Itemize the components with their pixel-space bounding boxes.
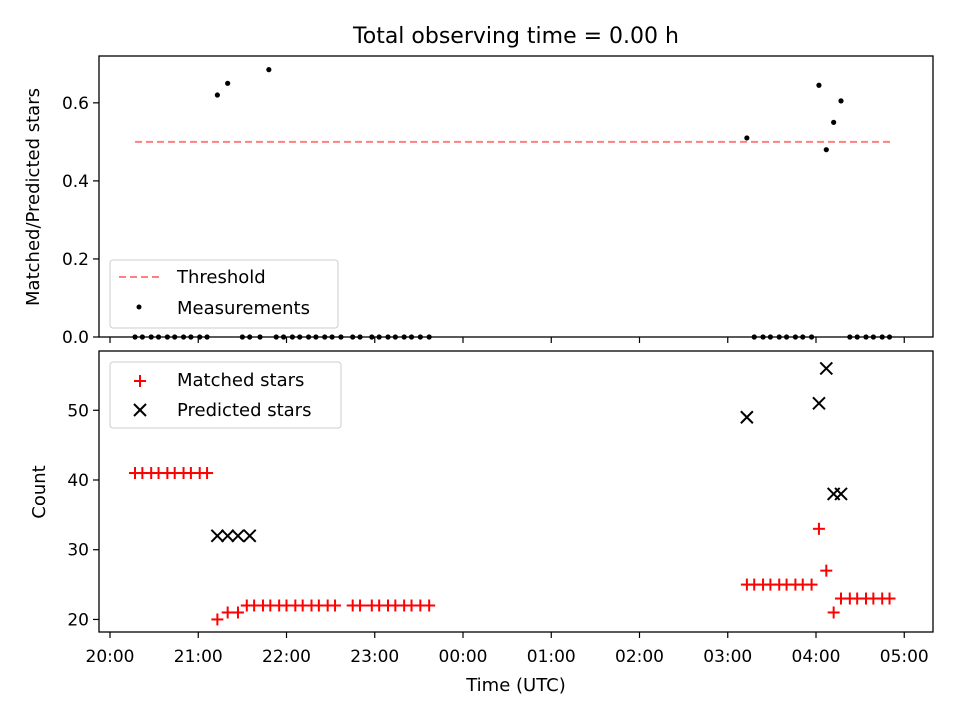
y-tick-label: 0.0 xyxy=(62,328,89,348)
matched-star-point xyxy=(231,606,244,619)
predicted-star-point xyxy=(834,487,848,501)
y-tick-label: 0.2 xyxy=(62,250,89,270)
matched-star-point xyxy=(211,613,224,626)
ratio-legend-box xyxy=(109,259,339,329)
x-tick-label: 22:00 xyxy=(262,647,311,667)
x-stroke-up xyxy=(220,529,235,543)
matched-star-point xyxy=(201,467,214,480)
y-tick-label: 20 xyxy=(67,610,89,630)
measurement-point xyxy=(823,147,829,153)
ratio-legend: Threshold Measurements xyxy=(109,259,339,329)
x-tick-label: 21:00 xyxy=(174,647,223,667)
x-tick-label: 23:00 xyxy=(350,647,399,667)
matched-star-point xyxy=(827,606,840,619)
matched-legend-label: Matched stars xyxy=(177,370,304,391)
matched-star-point xyxy=(812,522,825,535)
y-tick-label: 50 xyxy=(67,401,89,421)
count-y-ticks: 20 30 40 50 xyxy=(67,401,99,630)
x-stroke-up xyxy=(210,529,225,543)
measurements-legend-label: Measurements xyxy=(177,298,310,319)
matched-star-point xyxy=(329,599,342,612)
x-stroke-up xyxy=(740,410,754,424)
predicted-star-point xyxy=(220,529,235,543)
x-tick-label: 05:00 xyxy=(880,647,929,667)
chart-title: Total observing time = 0.00 h xyxy=(352,24,679,49)
measurement-point xyxy=(214,92,220,98)
x-tick-label: 03:00 xyxy=(703,647,752,667)
x-tick-label: 04:00 xyxy=(792,647,841,667)
predicted-star-point xyxy=(819,361,834,376)
matched-star-point xyxy=(883,592,896,605)
predicted-star-point xyxy=(231,529,245,543)
measurement-point xyxy=(816,82,822,88)
count-plot-frame xyxy=(98,350,934,633)
ratio-y-ticks: 0.0 0.2 0.4 0.6 xyxy=(62,94,99,348)
ratio-plot-frame xyxy=(98,55,934,338)
predicted-star-point xyxy=(243,529,257,543)
matched-legend-marker xyxy=(134,375,146,387)
measurement-point xyxy=(225,80,231,86)
matched-star-point xyxy=(820,564,833,577)
measurement-point xyxy=(831,119,837,125)
x-stroke-up xyxy=(231,529,245,543)
measurements-legend-marker xyxy=(136,304,142,310)
matched-star-point xyxy=(423,599,436,612)
ratio-panel: 0.0 0.2 0.4 0.6 Matched/Predicted stars Thr… xyxy=(23,55,934,348)
y-tick-label: 0.6 xyxy=(62,94,89,114)
count-panel: 20 30 40 50 20:00 21:00 22:00 23:00 00:00 01:00 0… xyxy=(29,350,934,696)
y-tick-label: 0.4 xyxy=(62,172,89,192)
matched-star-point xyxy=(354,599,367,612)
threshold-legend-label: Threshold xyxy=(176,267,266,288)
x-stroke-up xyxy=(819,361,834,376)
count-legend: Matched stars Predicted stars xyxy=(109,361,342,429)
count-points xyxy=(129,361,896,626)
ratio-y-axis-label: Matched/Predicted stars xyxy=(23,88,44,306)
x-axis-label: Time (UTC) xyxy=(465,675,566,696)
predicted-star-point xyxy=(812,396,826,411)
ratio-x-ticks xyxy=(109,337,905,343)
measurement-point xyxy=(266,67,272,73)
count-y-axis-label: Count xyxy=(29,465,50,518)
count-legend-box xyxy=(109,361,342,429)
predicted-star-point xyxy=(740,410,754,424)
measurement-point xyxy=(838,98,844,104)
y-tick-label: 40 xyxy=(67,471,89,491)
x-tick-label: 00:00 xyxy=(439,647,488,667)
x-stroke-up xyxy=(834,487,848,501)
measurement-point xyxy=(744,135,750,141)
matched-star-point xyxy=(221,606,234,619)
x-tick-label: 20:00 xyxy=(86,647,135,667)
predicted-star-point xyxy=(210,529,225,543)
x-stroke-up xyxy=(812,396,826,411)
x-tick-label: 01:00 xyxy=(527,647,576,667)
x-tick-label: 02:00 xyxy=(615,647,664,667)
predicted-legend-marker xyxy=(133,403,147,417)
matched-star-point xyxy=(805,578,818,591)
x-stroke-up xyxy=(243,529,257,543)
predicted-legend-label: Predicted stars xyxy=(177,400,311,421)
y-tick-label: 30 xyxy=(67,541,89,561)
count-x-ticks: 20:00 21:00 22:00 23:00 00:00 01:00 02:00 03:00… xyxy=(86,632,929,667)
